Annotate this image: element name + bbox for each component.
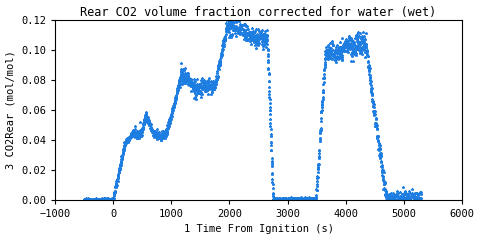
Y-axis label: 3 CO2Rear (mol/mol): 3 CO2Rear (mol/mol) [6, 50, 15, 169]
X-axis label: 1 Time From Ignition (s): 1 Time From Ignition (s) [183, 224, 334, 234]
Title: Rear CO2 volume fraction corrected for water (wet): Rear CO2 volume fraction corrected for w… [81, 6, 437, 18]
